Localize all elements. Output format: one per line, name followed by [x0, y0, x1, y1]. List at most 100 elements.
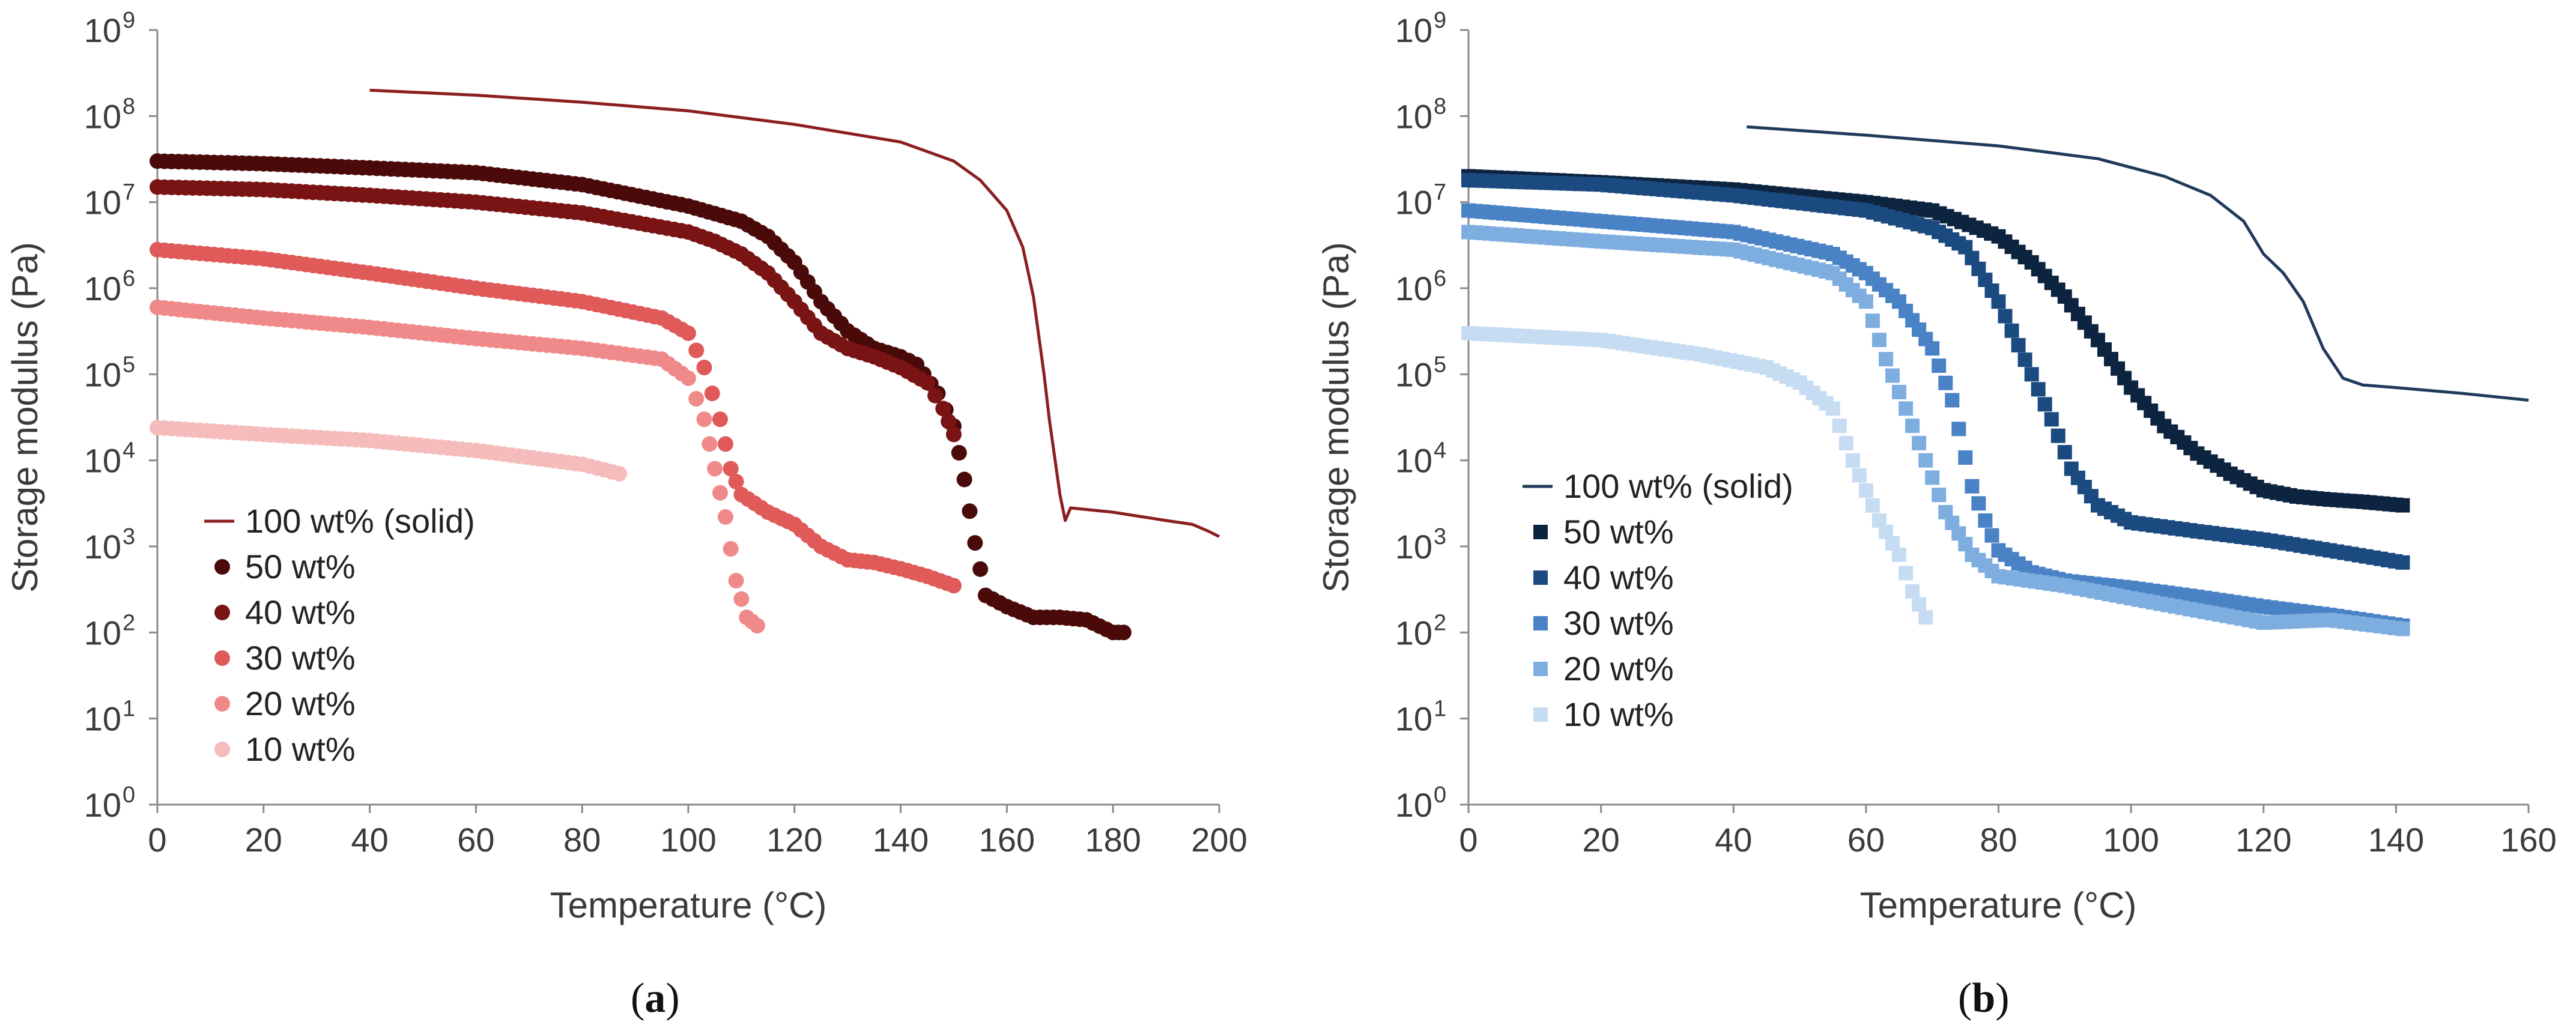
legend-entry: 40 wt%	[214, 593, 356, 631]
legend-label: 10 wt%	[1563, 695, 1674, 733]
y-tick-label: 10	[84, 442, 121, 480]
data-point	[1892, 384, 1906, 399]
data-point	[2395, 498, 2410, 513]
series-20-wt-	[1461, 225, 2410, 636]
y-tick-exponent: 6	[1434, 266, 1446, 291]
data-point	[1865, 313, 1880, 328]
data-point	[696, 360, 712, 375]
x-tick-label: 80	[563, 821, 601, 859]
x-tick-label: 140	[873, 821, 929, 859]
data-point	[935, 401, 951, 417]
y-tick-label: 10	[1395, 355, 1432, 393]
data-point	[941, 413, 957, 429]
y-tick-label: 10	[1395, 442, 1432, 480]
panel-caption-a: (a)	[631, 975, 680, 1021]
data-point	[1858, 294, 1873, 309]
data-point	[1899, 566, 1914, 581]
y-tick-exponent: 5	[1434, 352, 1446, 377]
x-tick-label: 0	[1459, 821, 1477, 859]
y-tick-label: 10	[84, 700, 121, 738]
y-tick-exponent: 7	[123, 180, 135, 205]
legend-swatch	[1533, 616, 1548, 630]
data-point	[1932, 358, 1947, 373]
data-point	[927, 387, 944, 404]
data-point	[1899, 401, 1914, 416]
y-tick-label: 10	[1395, 184, 1432, 222]
y-tick-label: 10	[84, 184, 121, 222]
y-tick-label: 10	[1395, 786, 1432, 824]
y-tick-label: 10	[1395, 700, 1432, 738]
y-tick-label: 10	[84, 11, 121, 49]
legend-entry: 40 wt%	[1533, 558, 1674, 596]
legend-label: 100 wt% (solid)	[1563, 467, 1793, 505]
x-tick-label: 160	[979, 821, 1035, 859]
data-point	[2004, 323, 2019, 338]
legend-entry: 10 wt%	[1533, 695, 1674, 733]
data-point	[1932, 488, 1947, 503]
data-point	[1925, 470, 1940, 485]
data-point	[733, 591, 750, 607]
y-tick-exponent: 3	[1434, 524, 1446, 549]
x-tick-label: 60	[457, 821, 494, 859]
y-axis-title-b: Storage modulus (Pa)	[1316, 242, 1356, 593]
legend-swatch	[1533, 525, 1548, 539]
data-point	[680, 370, 696, 386]
x-tick-label: 120	[2235, 821, 2291, 859]
data-point	[1945, 393, 1960, 408]
data-point	[972, 561, 989, 577]
legend-label: 20 wt%	[245, 685, 356, 722]
y-tick-exponent: 1	[123, 697, 135, 722]
legend-swatch	[1533, 707, 1548, 722]
data-point	[1852, 468, 1867, 483]
legend-label: 40 wt%	[1563, 558, 1674, 596]
data-point	[2017, 352, 2032, 367]
data-point	[1845, 453, 1860, 468]
legend-entry: 50 wt%	[1533, 513, 1674, 551]
y-tick-exponent: 3	[123, 524, 135, 549]
y-tick-exponent: 0	[123, 782, 135, 808]
x-tick-label: 40	[351, 821, 388, 859]
data-point	[1965, 479, 1980, 494]
x-tick-label: 20	[1582, 821, 1619, 859]
legend-swatch	[214, 650, 230, 666]
data-point	[951, 445, 967, 461]
legend-label: 50 wt%	[1563, 513, 1674, 551]
x-tick-label: 140	[2368, 821, 2424, 859]
x-tick-label: 20	[245, 821, 282, 859]
x-tick-label: 100	[2103, 821, 2159, 859]
y-tick-label: 10	[1395, 528, 1432, 566]
x-axis-title-b: Temperature (°C)	[1860, 885, 2137, 925]
data-point	[1879, 352, 1893, 367]
legend-entry: 50 wt%	[214, 548, 356, 585]
data-point	[1858, 483, 1873, 498]
data-point	[680, 325, 696, 341]
y-tick-exponent: 4	[123, 438, 135, 464]
series-40-wt-	[150, 179, 962, 443]
data-point	[707, 461, 723, 477]
data-point	[1951, 422, 1966, 437]
data-point	[1905, 584, 1920, 599]
x-tick-label: 200	[1191, 821, 1247, 859]
data-point	[728, 474, 744, 490]
series-10-wt-	[150, 420, 628, 482]
legend-swatch	[214, 696, 230, 712]
series-line	[369, 88, 1220, 538]
data-point	[1885, 368, 1900, 383]
data-point	[1991, 294, 2006, 309]
series-10-wt-	[1461, 325, 1933, 625]
data-point	[1925, 341, 1940, 356]
data-point	[2037, 397, 2052, 412]
legend-label: 30 wt%	[1563, 604, 1674, 642]
legend-swatch	[214, 742, 230, 757]
data-point	[717, 436, 733, 452]
x-tick-label: 100	[660, 821, 716, 859]
data-point	[1115, 624, 1132, 641]
y-tick-label: 10	[84, 786, 121, 824]
data-point	[2024, 367, 2039, 382]
data-point	[704, 385, 720, 402]
data-point	[1838, 435, 1853, 450]
y-tick-exponent: 5	[123, 352, 135, 377]
legend-entry: 100 wt% (solid)	[204, 502, 475, 540]
